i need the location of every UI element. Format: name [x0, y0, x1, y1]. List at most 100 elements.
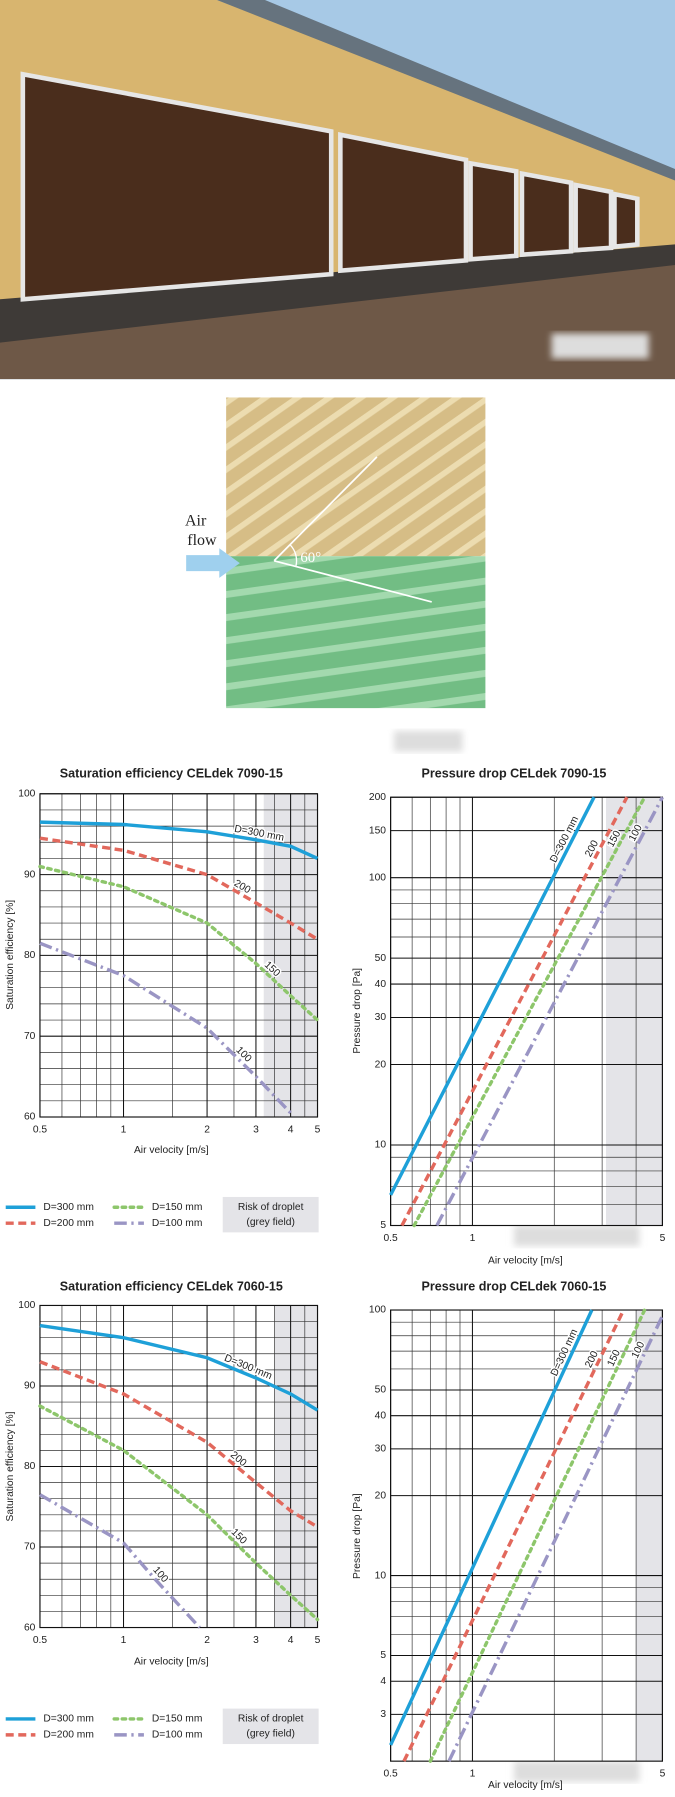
x-axis-label: Air velocity [m/s] [134, 1145, 209, 1156]
y-tick-label: 30 [375, 1012, 387, 1023]
y-tick-label: 100 [369, 1305, 386, 1316]
x-tick-label: 4 [288, 1635, 294, 1646]
pad-diagram: Air flow 60° [185, 397, 486, 709]
y-tick-label: 3 [380, 1709, 386, 1720]
series-line [428, 1308, 647, 1763]
watermark [513, 1761, 640, 1782]
series-line [400, 796, 629, 1227]
x-tick-label: 0.5 [33, 1635, 48, 1646]
y-tick-label: 200 [369, 792, 386, 803]
y-tick-label: 50 [375, 953, 387, 964]
y-tick-label: 90 [24, 869, 36, 880]
series-line [39, 820, 319, 860]
y-tick-label: 20 [375, 1059, 387, 1070]
y-tick-label: 80 [24, 950, 36, 961]
x-axis-label: Air velocity [m/s] [488, 1780, 563, 1791]
x-tick-label: 5 [660, 1768, 666, 1779]
y-tick-label: 4 [380, 1676, 386, 1687]
watermark [513, 1225, 640, 1247]
y-tick-label: 80 [24, 1461, 36, 1472]
x-tick-label: 0.5 [383, 1768, 398, 1779]
plot-frame [39, 793, 319, 1118]
angle-arc [289, 544, 298, 567]
legend-label: D=150 mm [152, 1202, 203, 1213]
pad [612, 191, 640, 250]
y-tick-label: 50 [375, 1385, 387, 1396]
chart-title: Saturation efficiency CELdek 7060-15 [60, 1279, 283, 1293]
y-axis-label: Pressure drop [Pa] [352, 968, 363, 1054]
chart-title: Pressure drop CELdek 7090-15 [422, 767, 607, 781]
chart-title: Pressure drop CELdek 7060-15 [422, 1279, 607, 1293]
legend-risk-box [222, 1196, 319, 1233]
plot-frame [39, 1304, 319, 1629]
pad [20, 71, 334, 302]
risk-zone [636, 1310, 663, 1762]
legend-risk-label: (grey field) [246, 1217, 295, 1228]
y-tick-label: 40 [375, 979, 387, 990]
legend-risk-box [222, 1708, 319, 1745]
series-line [412, 795, 647, 1228]
pad-layer-top [226, 397, 486, 557]
angle-label: 60° [300, 550, 321, 566]
pad-layer-bottom [226, 556, 486, 709]
legend-label: D=100 mm [152, 1730, 203, 1741]
legend-label: D=300 mm [43, 1202, 94, 1213]
x-axis-label: Air velocity [m/s] [488, 1256, 563, 1267]
x-tick-label: 5 [660, 1233, 666, 1244]
legend-label: D=300 mm [43, 1714, 94, 1725]
x-tick-label: 3 [253, 1124, 259, 1135]
x-axis-label: Air velocity [m/s] [134, 1657, 209, 1668]
y-tick-label: 100 [369, 872, 386, 883]
series-line [39, 836, 319, 941]
legend-risk-label: Risk of droplet [238, 1202, 304, 1213]
y-tick-label: 70 [24, 1542, 36, 1553]
series-line [402, 1309, 626, 1762]
x-tick-label: 1 [470, 1233, 476, 1244]
x-tick-label: 0.5 [33, 1124, 48, 1135]
legend-label: D=100 mm [152, 1218, 203, 1229]
y-tick-label: 5 [380, 1650, 386, 1661]
roof [217, 0, 675, 181]
y-tick-label: 10 [375, 1140, 387, 1151]
pad [468, 160, 519, 262]
plot-background [390, 1310, 663, 1762]
flute-line [273, 456, 378, 562]
y-tick-label: 60 [24, 1112, 36, 1123]
y-tick-label: 100 [18, 788, 35, 799]
airflow-label: flow [187, 532, 217, 549]
series-line [39, 1493, 201, 1629]
x-tick-label: 3 [253, 1635, 259, 1646]
photo [0, 0, 675, 380]
airflow-arrow [186, 548, 240, 578]
plot-frame [390, 796, 664, 1227]
pad [338, 131, 469, 274]
airflow-label: Air [185, 513, 207, 530]
series-line [39, 1360, 319, 1529]
series-line [435, 796, 664, 1227]
foundation [0, 244, 675, 343]
legend-label: D=200 mm [43, 1218, 94, 1229]
x-tick-label: 5 [315, 1124, 321, 1135]
watermark [551, 333, 649, 359]
x-tick-label: 2 [204, 1124, 210, 1135]
y-tick-label: 5 [380, 1220, 386, 1231]
legend-label: D=150 mm [152, 1714, 203, 1725]
x-tick-label: 1 [121, 1635, 127, 1646]
series-line [39, 941, 292, 1115]
x-tick-label: 4 [288, 1124, 294, 1135]
y-axis-label: Saturation efficiency [%] [5, 1411, 16, 1521]
series-line [38, 864, 320, 1022]
pad [573, 182, 614, 253]
y-tick-label: 20 [375, 1490, 387, 1501]
y-axis-label: Pressure drop [Pa] [352, 1493, 363, 1579]
legend-risk-label: (grey field) [246, 1728, 295, 1739]
watermark [394, 730, 463, 752]
series-line [389, 1309, 594, 1746]
pad [519, 170, 574, 258]
x-tick-label: 1 [470, 1768, 476, 1779]
series-line [38, 1404, 320, 1622]
y-tick-label: 90 [24, 1381, 36, 1392]
